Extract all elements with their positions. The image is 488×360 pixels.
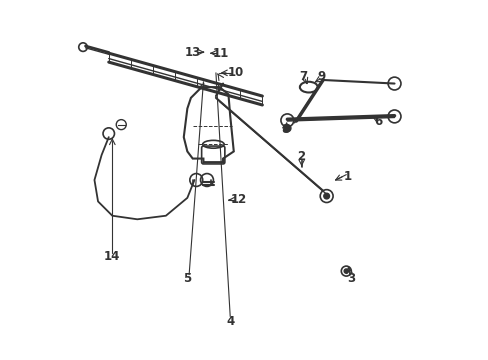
Text: 12: 12 xyxy=(230,193,247,206)
Text: 9: 9 xyxy=(317,70,325,83)
Text: 11: 11 xyxy=(213,47,229,60)
Circle shape xyxy=(283,125,290,132)
Text: 14: 14 xyxy=(103,250,120,263)
Text: 5: 5 xyxy=(183,272,191,285)
Circle shape xyxy=(344,269,348,273)
Text: 1: 1 xyxy=(344,170,351,183)
Text: 7: 7 xyxy=(299,70,307,83)
Text: 2: 2 xyxy=(297,150,305,163)
Text: 8: 8 xyxy=(281,123,289,136)
Text: 6: 6 xyxy=(374,114,382,127)
Text: 13: 13 xyxy=(184,46,201,59)
Text: 4: 4 xyxy=(225,315,234,328)
Text: 3: 3 xyxy=(347,272,355,285)
Circle shape xyxy=(323,193,329,199)
Text: 10: 10 xyxy=(227,66,243,79)
